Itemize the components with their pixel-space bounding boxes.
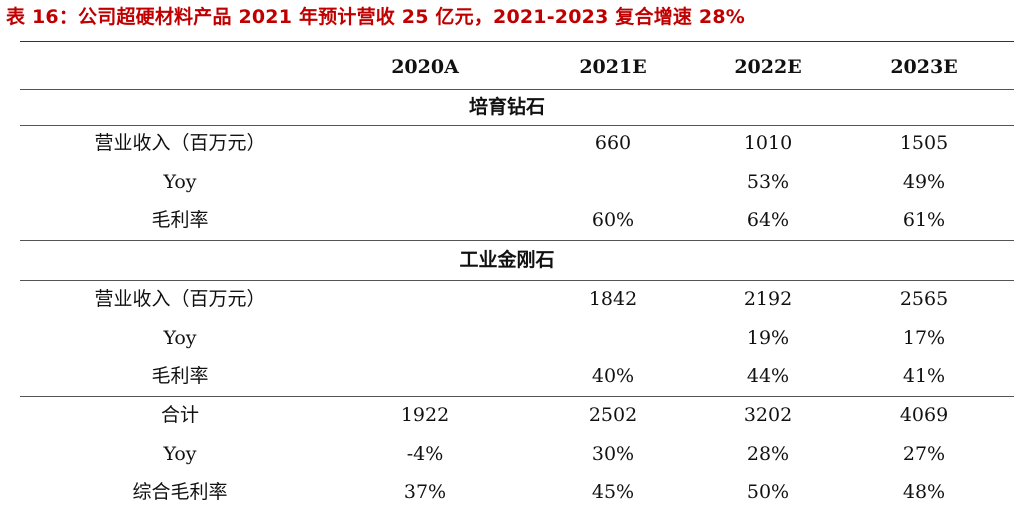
table-title: 表 16：公司超硬材料产品 2021 年预计营收 25 亿元，2021-2023…: [6, 6, 745, 28]
section-divider: [20, 280, 1014, 281]
cell-2022e: 1010: [743, 132, 793, 154]
row-label: 营业收入（百万元）: [94, 132, 266, 154]
cell-2021e: 1842: [588, 288, 638, 310]
cell-2022e: 28%: [746, 443, 790, 465]
cell-2022e: 19%: [746, 327, 790, 349]
cell-2023e: 1505: [899, 132, 949, 154]
cell-2021e: 660: [594, 132, 632, 154]
cell-2021e: [538, 167, 688, 197]
cell-2022e: 64%: [746, 209, 790, 231]
section-divider: [20, 240, 1014, 241]
section-divider: [20, 125, 1014, 126]
cell-2022e: 50%: [746, 481, 790, 503]
header-2020a: 2020A: [391, 56, 459, 78]
row-label: 综合毛利率: [132, 481, 228, 503]
cell-2023e: 49%: [902, 171, 946, 193]
header-divider: [20, 89, 1014, 90]
cell-2022e: 44%: [746, 365, 790, 387]
cell-2023e: 61%: [902, 209, 946, 231]
cell-2022e: 3202: [743, 404, 793, 426]
table-row-total-yoy: Yoy -4% 30% 28% 27%: [0, 439, 1014, 469]
header-2023e: 2023E: [890, 56, 958, 78]
title-rule: [20, 41, 1014, 42]
cell-2020a: [350, 284, 500, 314]
table-row-total: 合计 1922 2502 3202 4069: [0, 400, 1014, 430]
cell-2023e: 17%: [902, 327, 946, 349]
cell-2020a: [350, 205, 500, 235]
table-row: 营业收入（百万元） 660 1010 1505: [0, 128, 1014, 158]
row-label: Yoy: [163, 443, 197, 465]
section-heading-cultivated-diamond: 培育钻石: [468, 96, 545, 118]
row-label: 毛利率: [151, 365, 209, 387]
cell-2020a: [350, 167, 500, 197]
header-row: 2020A 2021E 2022E 2023E: [0, 52, 1014, 82]
table-row: 营业收入（百万元） 1842 2192 2565: [0, 284, 1014, 314]
cell-2023e: 4069: [899, 404, 949, 426]
table-row: Yoy 19% 17%: [0, 323, 1014, 353]
table-row-total-margin: 综合毛利率 37% 45% 50% 48%: [0, 477, 1014, 507]
cell-2021e: 2502: [588, 404, 638, 426]
cell-2023e: 2565: [899, 288, 949, 310]
cell-2020a: [350, 361, 500, 391]
cell-2020a: -4%: [406, 443, 444, 465]
table-row: Yoy 53% 49%: [0, 167, 1014, 197]
cell-2020a: [350, 128, 500, 158]
header-2021e: 2021E: [579, 56, 647, 78]
row-label: Yoy: [163, 171, 197, 193]
table-row: 毛利率 60% 64% 61%: [0, 205, 1014, 235]
cell-2021e: [538, 323, 688, 353]
header-2022e: 2022E: [734, 56, 802, 78]
row-label: 合计: [160, 404, 199, 426]
section-divider: [20, 396, 1014, 397]
section-heading-industrial-diamond: 工业金刚石: [459, 249, 555, 271]
cell-2020a: [350, 323, 500, 353]
row-label: Yoy: [163, 327, 197, 349]
cell-2021e: 60%: [591, 209, 635, 231]
cell-2022e: 53%: [746, 171, 790, 193]
table-row: 毛利率 40% 44% 41%: [0, 361, 1014, 391]
cell-2021e: 40%: [591, 365, 635, 387]
cell-2020a: 1922: [400, 404, 450, 426]
cell-2022e: 2192: [743, 288, 793, 310]
row-label: 毛利率: [151, 209, 209, 231]
row-label: 营业收入（百万元）: [94, 288, 266, 310]
cell-2021e: 45%: [591, 481, 635, 503]
cell-2023e: 48%: [902, 481, 946, 503]
cell-2023e: 41%: [902, 365, 946, 387]
cell-2020a: 37%: [403, 481, 447, 503]
cell-2021e: 30%: [591, 443, 635, 465]
cell-2023e: 27%: [902, 443, 946, 465]
